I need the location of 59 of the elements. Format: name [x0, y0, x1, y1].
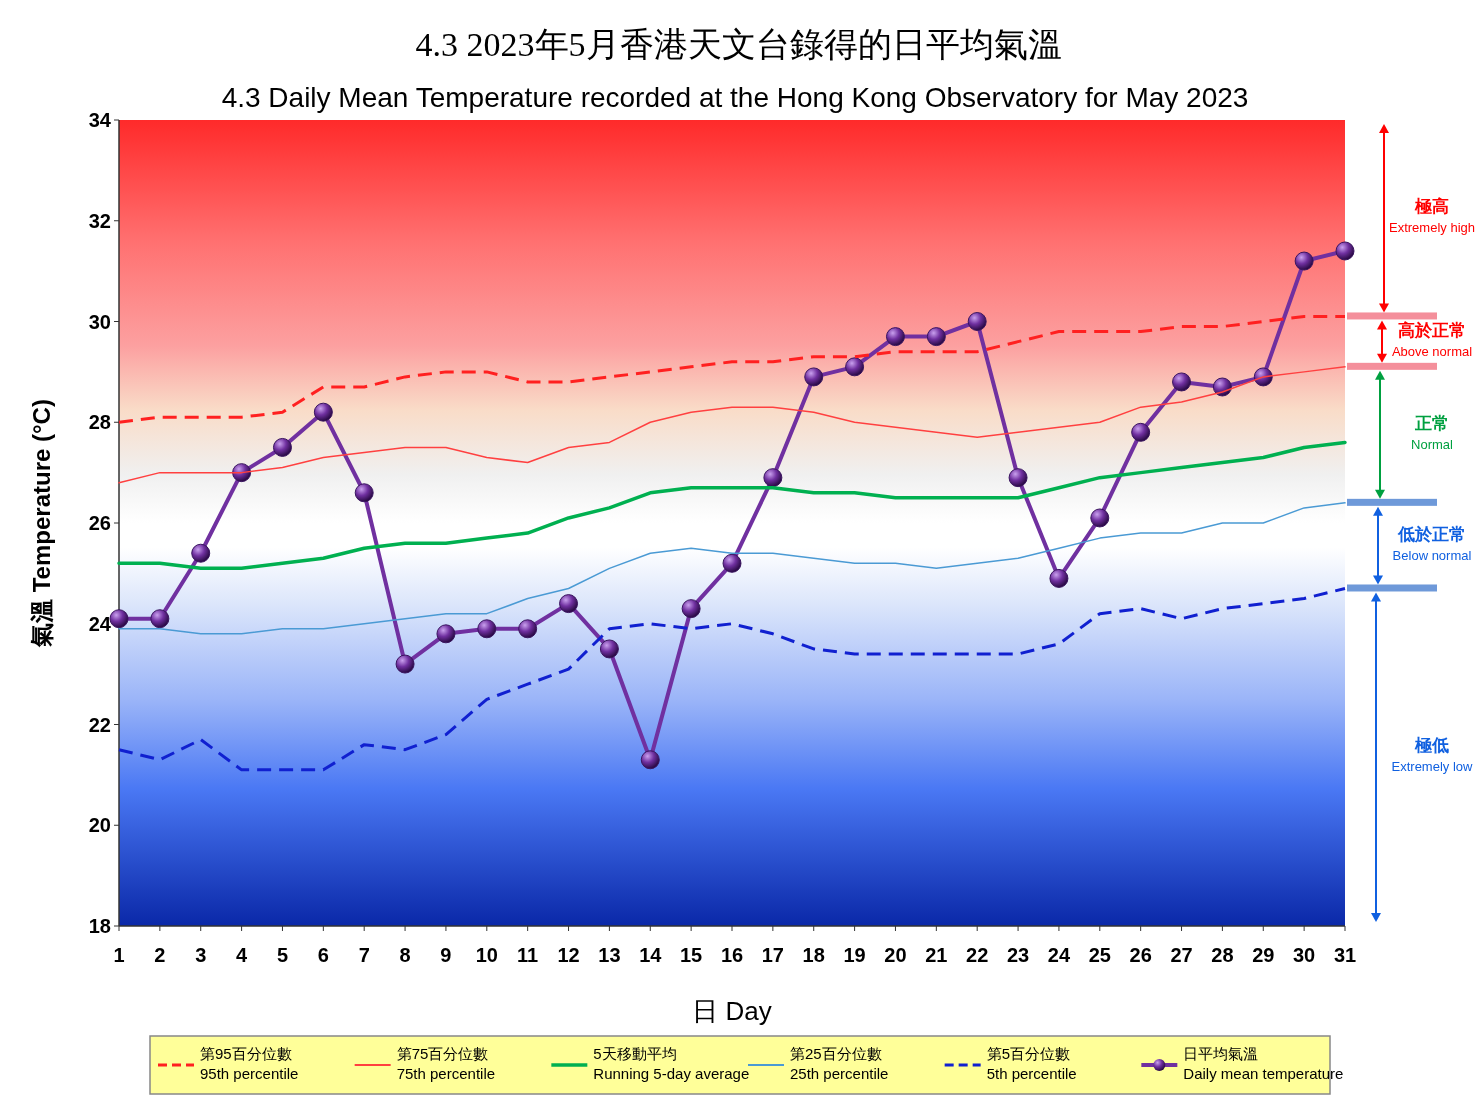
x-tick-label: 13 — [598, 944, 621, 966]
text: 極低 Extremely low — [1391, 736, 1474, 775]
y-tick-label: 28 — [88, 411, 111, 434]
x-tick-label: 16 — [720, 944, 744, 966]
x-tick-label: 18 — [802, 944, 825, 966]
x-tick-label: 17 — [761, 944, 784, 966]
y-tick-label: 32 — [88, 209, 111, 232]
x-axis-title: 日 Day — [692, 996, 772, 1026]
legend-label: 日平均氣溫 Daily mean temperature — [1183, 1045, 1344, 1082]
x-tick-label: 11 — [517, 944, 539, 966]
x-tick-label: 12 — [557, 944, 580, 966]
x-tick-label: 22 — [966, 944, 989, 966]
text: 低於正常 Below normal — [1392, 524, 1472, 563]
x-tick-label: 28 — [1211, 944, 1234, 966]
legend-label: 5天移動平均 Running 5-day average — [593, 1045, 750, 1082]
y-tick-label: 18 — [88, 915, 111, 937]
legend-label: 第5百分位數 5th percentile — [986, 1045, 1077, 1082]
text: 高於正常 Above normal — [1391, 320, 1473, 359]
y-axis-title: 氣溫 Temperature (°C) — [28, 399, 55, 648]
legend-label: 第75百分位數 75th percentile — [396, 1045, 496, 1082]
x-tick-label: 26 — [1129, 944, 1152, 966]
y-tick-label: 34 — [88, 109, 112, 131]
line-series — [117, 314, 1347, 424]
line-series — [118, 366, 1346, 484]
y-tick-label: 20 — [88, 814, 111, 837]
x-tick-label: 8 — [399, 944, 411, 966]
x-tick-label: 20 — [884, 944, 907, 966]
x-tick-label: 5 — [276, 944, 289, 966]
x-tick-label: 27 — [1170, 944, 1193, 966]
x-tick-label: 30 — [1293, 944, 1316, 966]
x-tick-label: 2 — [154, 944, 166, 966]
legend-label: 第95百分位數 95th percentile — [200, 1045, 299, 1082]
y-tick-label: 26 — [88, 512, 111, 534]
x-tick-label: 6 — [317, 944, 329, 966]
x-tick-label: 19 — [843, 944, 866, 966]
x-tick-label: 1 — [113, 944, 125, 966]
y-tick-label: 30 — [88, 310, 111, 333]
text: 極高 Extremely high — [1389, 197, 1475, 236]
x-tick-label: 7 — [358, 944, 370, 966]
line-series — [117, 586, 1347, 772]
x-tick-label: 21 — [925, 944, 948, 966]
x-tick-label: 31 — [1333, 944, 1357, 966]
y-tick-label: 22 — [88, 713, 111, 736]
chart-title: 4.3 2023年5月香港天文台錄得的日平均氣溫 — [415, 26, 1062, 63]
x-tick-label: 15 — [680, 944, 703, 966]
x-tick-label: 23 — [1006, 944, 1030, 966]
x-tick-label: 14 — [639, 944, 663, 966]
x-tick-label: 29 — [1252, 944, 1275, 966]
x-tick-label: 24 — [1047, 944, 1071, 966]
chart-subtitle: 4.3 Daily Mean Temperature recorded at the Hong Kong Observatory for May 2023 — [221, 82, 1249, 113]
legend-label: 第25百分位數 25th percentile — [790, 1045, 889, 1082]
x-tick-label: 10 — [475, 944, 498, 966]
y-tick-label: 24 — [88, 612, 112, 635]
x-tick-label: 9 — [440, 944, 452, 966]
x-tick-label: 4 — [236, 944, 249, 966]
x-tick-label: 3 — [195, 944, 207, 966]
x-tick-label: 25 — [1088, 944, 1111, 966]
line-series — [117, 440, 1347, 571]
text: 正常 Normal — [1411, 413, 1454, 452]
